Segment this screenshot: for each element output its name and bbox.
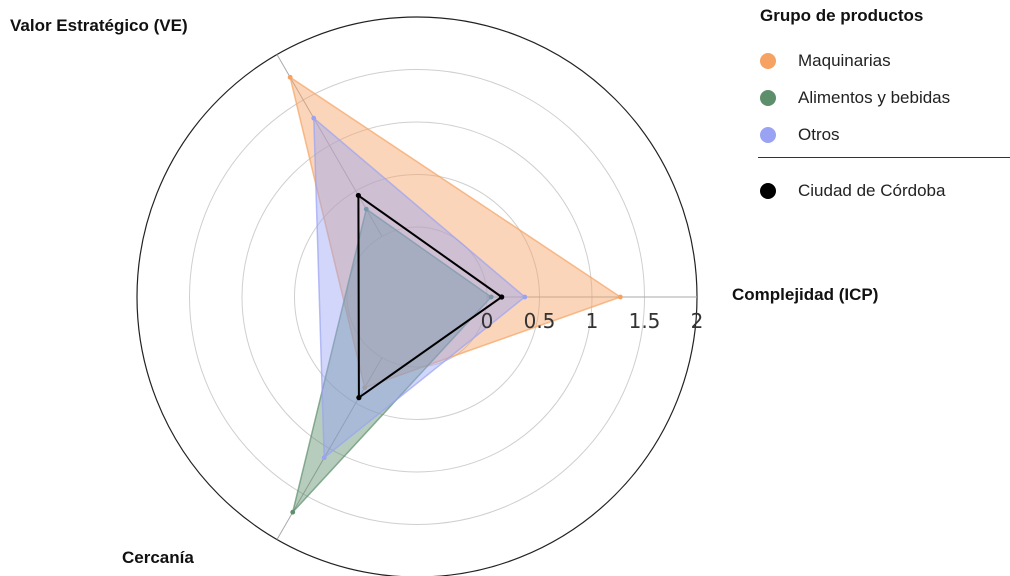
series-alimentos-y-bebidas bbox=[290, 206, 494, 515]
series-point[interactable] bbox=[356, 395, 362, 401]
legend-item-ciudad-de-cordoba[interactable]: Ciudad de Córdoba bbox=[758, 172, 1010, 209]
axis-title-complejidad: Complejidad (ICP) bbox=[732, 285, 879, 304]
radial-tick-labels: 0 0.5 1 1.5 2 bbox=[481, 309, 704, 333]
legend-label-otros: Otros bbox=[798, 124, 840, 144]
legend: Grupo de productos Maquinarias Alimentos… bbox=[758, 6, 1010, 209]
series-point[interactable] bbox=[290, 509, 296, 515]
series-point[interactable] bbox=[499, 294, 505, 300]
series-point[interactable] bbox=[355, 192, 361, 199]
legend-item-otros[interactable]: Otros bbox=[758, 116, 1010, 153]
series-maquinarias bbox=[287, 74, 623, 391]
series-ciudad-de-córdoba bbox=[355, 192, 505, 401]
series-polygon[interactable] bbox=[357, 193, 504, 400]
legend-divider bbox=[758, 157, 1010, 158]
series-polygon[interactable] bbox=[288, 75, 623, 389]
radial-tick-label: 1.5 bbox=[629, 309, 661, 333]
radial-tick-label: 0.5 bbox=[524, 309, 556, 333]
axis-title-cercania: Cercanía bbox=[122, 548, 194, 567]
series-point[interactable] bbox=[311, 115, 317, 121]
series-point[interactable] bbox=[617, 294, 623, 300]
legend-label-maquinarias: Maquinarias bbox=[798, 50, 891, 70]
series-point[interactable] bbox=[287, 74, 293, 80]
legend-swatch-maquinarias bbox=[760, 52, 776, 69]
legend-title: Grupo de productos bbox=[760, 6, 924, 25]
series-point[interactable] bbox=[321, 455, 327, 461]
legend-swatch-otros bbox=[760, 126, 776, 143]
legend-swatch-ciudad-de-cordoba bbox=[760, 182, 776, 199]
legend-item-maquinarias[interactable]: Maquinarias bbox=[758, 42, 1010, 79]
legend-label-ciudad-de-cordoba: Ciudad de Córdoba bbox=[798, 180, 946, 200]
legend-item-alimentos-y-bebidas[interactable]: Alimentos y bebidas bbox=[758, 79, 1010, 116]
radar-axis-line bbox=[276, 54, 383, 237]
series-point[interactable] bbox=[363, 206, 369, 212]
legend-label-alimentos-y-bebidas: Alimentos y bebidas bbox=[798, 87, 951, 107]
radar-series bbox=[287, 74, 623, 515]
axis-title-valor-estrategico: Valor Estratégico (VE) bbox=[10, 16, 188, 35]
series-polygon[interactable] bbox=[291, 207, 493, 515]
series-polygon[interactable] bbox=[312, 116, 526, 460]
series-point[interactable] bbox=[362, 385, 368, 391]
series-otros bbox=[311, 115, 528, 461]
series-point[interactable] bbox=[488, 294, 494, 300]
series-point[interactable] bbox=[522, 294, 528, 300]
radial-tick-label: 1 bbox=[586, 309, 599, 333]
radial-tick-label: 2 bbox=[691, 309, 704, 333]
legend-swatch-alimentos-y-bebidas bbox=[760, 89, 776, 106]
radial-tick-label: 0 bbox=[481, 309, 494, 333]
